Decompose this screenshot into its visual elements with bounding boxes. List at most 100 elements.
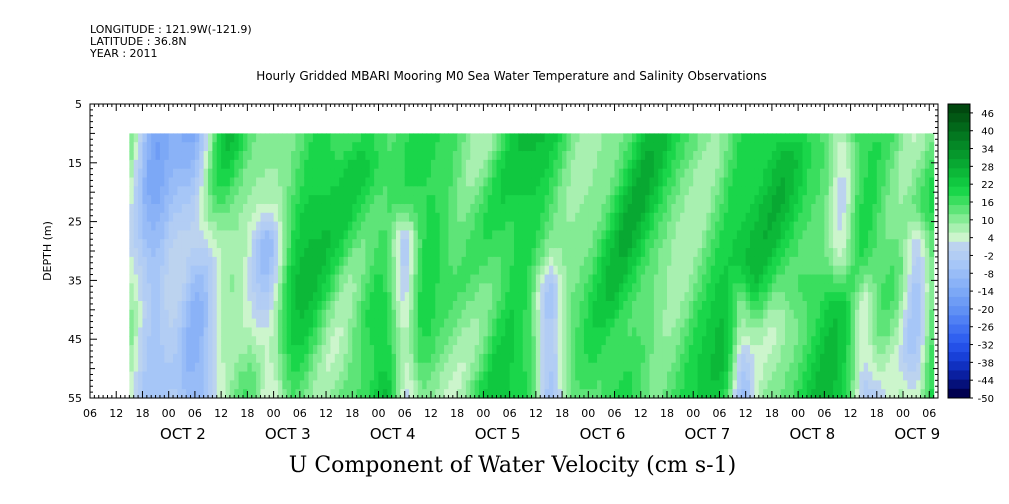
heatmap-cell	[479, 186, 484, 196]
heatmap-cell	[164, 221, 170, 232]
heatmap-cell	[723, 380, 729, 390]
heatmap-cell	[780, 300, 786, 311]
heatmap-cell	[697, 345, 703, 355]
heatmap-cell	[750, 256, 756, 267]
heatmap-cell	[479, 371, 484, 381]
heatmap-cell	[614, 159, 620, 170]
heatmap-cell	[146, 177, 152, 187]
heatmap-cell	[632, 230, 637, 240]
heatmap-cell	[597, 177, 603, 187]
heatmap-cell	[247, 353, 253, 364]
heatmap-cell	[229, 274, 235, 284]
heatmap-cell	[435, 327, 441, 337]
heatmap-cell	[802, 265, 808, 276]
heatmap-cell	[736, 292, 742, 302]
heatmap-cell	[850, 133, 856, 143]
heatmap-cell	[544, 362, 550, 373]
heatmap-cell	[151, 380, 157, 390]
heatmap-cell	[833, 221, 839, 232]
heatmap-cell	[610, 300, 616, 311]
heatmap-cell	[535, 371, 541, 381]
heatmap-cell	[758, 239, 764, 249]
heatmap-cell	[544, 371, 550, 381]
heatmap-cell	[618, 203, 624, 214]
heatmap-cell	[470, 212, 476, 223]
heatmap-cell	[548, 371, 554, 381]
heatmap-cell	[793, 203, 799, 214]
heatmap-cell	[653, 186, 659, 196]
heatmap-cell	[575, 159, 581, 170]
heatmap-cell	[234, 159, 240, 170]
heatmap-cell	[291, 362, 297, 373]
heatmap-cell	[216, 380, 222, 390]
heatmap-cell	[194, 186, 200, 196]
heatmap-cell	[833, 230, 839, 240]
heatmap-cell	[710, 168, 716, 179]
heatmap-cell	[291, 221, 297, 232]
heatmap-cell	[675, 212, 681, 223]
heatmap-cell	[269, 327, 275, 337]
heatmap-cell	[199, 177, 205, 187]
heatmap-cell	[505, 362, 511, 373]
heatmap-cell	[496, 309, 502, 320]
heatmap-cell	[854, 221, 860, 232]
heatmap-cell	[194, 353, 200, 364]
heatmap-cell	[155, 292, 161, 302]
heatmap-cell	[387, 142, 393, 152]
heatmap-cell	[666, 274, 672, 284]
heatmap-cell	[168, 283, 174, 293]
heatmap-cell	[199, 195, 205, 205]
heatmap-cell	[168, 151, 174, 161]
heatmap-cell	[291, 380, 297, 390]
heatmap-cell	[260, 380, 266, 390]
heatmap-cell	[632, 362, 637, 373]
heatmap-cell	[212, 327, 218, 337]
heatmap-cell	[142, 389, 148, 399]
heatmap-cell	[833, 345, 839, 355]
heatmap-cell	[736, 151, 742, 161]
heatmap-cell	[260, 151, 266, 161]
heatmap-cell	[260, 362, 266, 373]
heatmap-cell	[256, 362, 262, 373]
heatmap-cell	[474, 318, 480, 329]
heatmap-cell	[570, 380, 576, 390]
heatmap-cell	[181, 283, 187, 293]
heatmap-cell	[177, 133, 183, 143]
heatmap-cell	[347, 221, 353, 232]
heatmap-cell	[597, 380, 603, 390]
heatmap-cell	[168, 300, 174, 311]
heatmap-cell	[723, 221, 729, 232]
heatmap-cell	[575, 142, 581, 152]
heatmap-cell	[828, 353, 834, 364]
heatmap-cell	[212, 195, 218, 205]
heatmap-cell	[653, 327, 659, 337]
heatmap-cell	[286, 159, 292, 170]
heatmap-cell	[299, 221, 305, 232]
heatmap-cell	[527, 221, 533, 232]
heatmap-cell	[789, 151, 795, 161]
heatmap-cell	[347, 274, 353, 284]
heatmap-cell	[675, 345, 681, 355]
heatmap-cell	[535, 283, 541, 293]
heatmap-cell	[312, 309, 318, 320]
heatmap-cell	[666, 151, 672, 161]
heatmap-cell	[675, 318, 681, 329]
heatmap-cell	[387, 195, 393, 205]
heatmap-cell	[159, 309, 165, 320]
heatmap-cell	[728, 195, 734, 205]
heatmap-cell	[518, 309, 524, 320]
heatmap-cell	[798, 362, 804, 373]
heatmap-cell	[588, 371, 594, 381]
heatmap-cell	[675, 353, 681, 364]
heatmap-cell	[605, 265, 611, 276]
heatmap-cell	[444, 300, 450, 311]
heatmap-cell	[164, 292, 170, 302]
heatmap-cell	[570, 327, 576, 337]
heatmap-cell	[203, 248, 209, 258]
heatmap-cell	[623, 327, 629, 337]
heatmap-cell	[404, 336, 410, 346]
heatmap-cell	[404, 345, 410, 355]
heatmap-cell	[216, 327, 222, 337]
heatmap-cell	[666, 212, 672, 223]
heatmap-cell	[562, 336, 568, 346]
